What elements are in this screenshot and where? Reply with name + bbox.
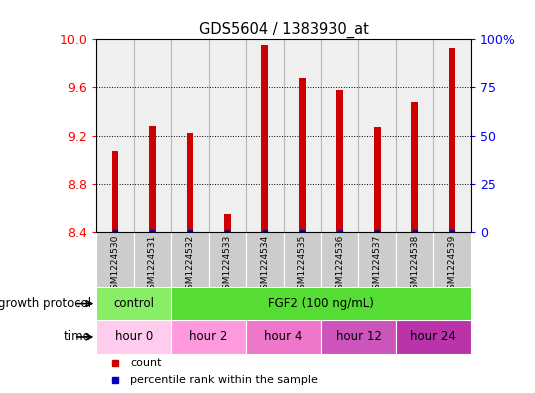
- Text: growth protocol: growth protocol: [0, 297, 91, 310]
- Bar: [358, 39, 396, 232]
- Bar: [411, 102, 418, 232]
- Bar: [433, 232, 471, 287]
- Text: GSM1224534: GSM1224534: [261, 235, 269, 295]
- Text: time: time: [64, 331, 91, 343]
- Bar: [284, 232, 321, 287]
- Bar: [246, 39, 284, 232]
- Bar: [134, 39, 171, 232]
- Text: hour 24: hour 24: [410, 331, 456, 343]
- Text: GSM1224537: GSM1224537: [373, 235, 381, 295]
- Bar: [209, 232, 246, 287]
- Bar: [171, 232, 209, 287]
- Bar: [96, 320, 171, 354]
- Bar: [96, 39, 134, 232]
- Bar: [246, 232, 284, 287]
- Bar: [396, 39, 433, 232]
- Bar: [337, 90, 343, 232]
- Bar: [112, 151, 118, 232]
- Text: GSM1224535: GSM1224535: [298, 235, 307, 295]
- Bar: [433, 39, 471, 232]
- Bar: [299, 78, 305, 232]
- Text: GSM1224532: GSM1224532: [186, 235, 194, 295]
- Text: GSM1224533: GSM1224533: [223, 235, 232, 295]
- Bar: [171, 320, 246, 354]
- Text: GSM1224536: GSM1224536: [335, 235, 344, 295]
- Bar: [396, 320, 471, 354]
- Text: control: control: [113, 297, 154, 310]
- Bar: [246, 320, 321, 354]
- Bar: [171, 287, 471, 320]
- Text: GSM1224539: GSM1224539: [448, 235, 456, 295]
- Bar: [449, 48, 455, 232]
- Bar: [262, 45, 268, 232]
- Bar: [374, 127, 380, 232]
- Bar: [358, 232, 396, 287]
- Text: hour 12: hour 12: [335, 331, 381, 343]
- Bar: [96, 287, 171, 320]
- Bar: [321, 320, 396, 354]
- Text: hour 2: hour 2: [189, 331, 228, 343]
- Bar: [134, 232, 171, 287]
- Bar: [187, 133, 193, 232]
- Text: FGF2 (100 ng/mL): FGF2 (100 ng/mL): [268, 297, 374, 310]
- Bar: [149, 126, 156, 232]
- Bar: [209, 39, 246, 232]
- Bar: [284, 39, 321, 232]
- Text: percentile rank within the sample: percentile rank within the sample: [130, 375, 318, 385]
- Bar: [224, 214, 231, 232]
- Bar: [96, 232, 134, 287]
- Bar: [321, 232, 358, 287]
- Text: hour 0: hour 0: [114, 331, 153, 343]
- Bar: [321, 39, 358, 232]
- Title: GDS5604 / 1383930_at: GDS5604 / 1383930_at: [198, 22, 369, 38]
- Bar: [171, 39, 209, 232]
- Text: GSM1224530: GSM1224530: [111, 235, 119, 295]
- Bar: [396, 232, 433, 287]
- Text: GSM1224531: GSM1224531: [148, 235, 157, 295]
- Text: count: count: [130, 358, 162, 367]
- Text: hour 4: hour 4: [264, 331, 303, 343]
- Text: GSM1224538: GSM1224538: [410, 235, 419, 295]
